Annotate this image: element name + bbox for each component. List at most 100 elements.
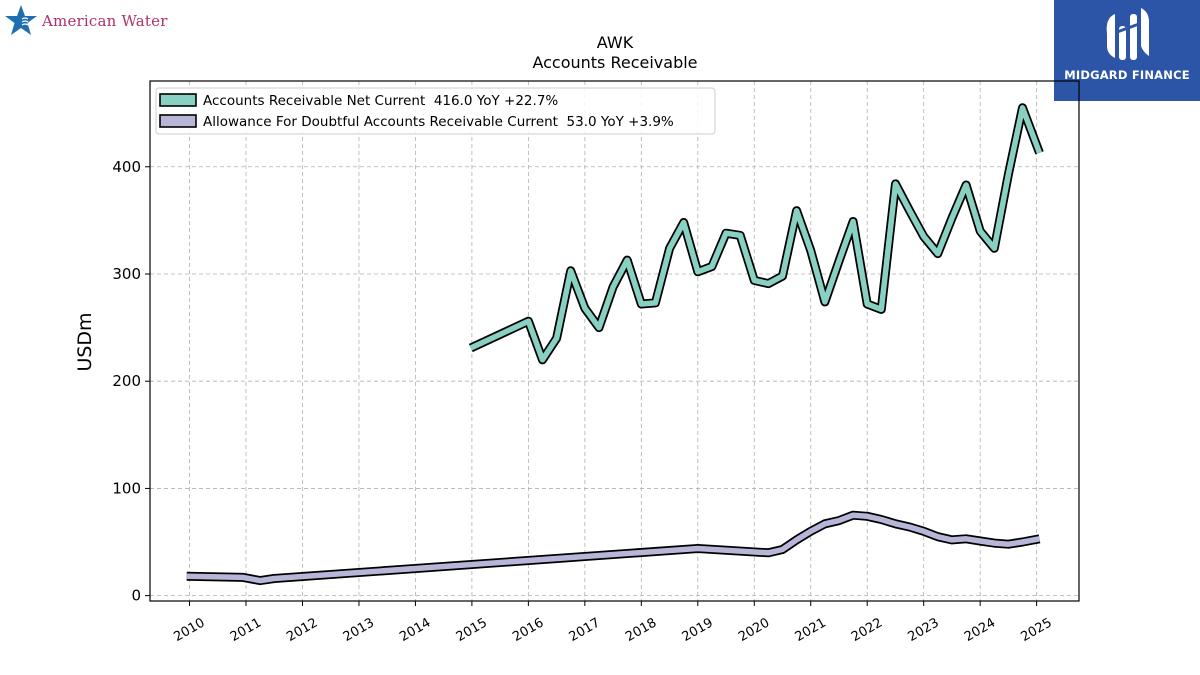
data-point bbox=[937, 536, 938, 537]
american-water-logo-text: American Water bbox=[42, 12, 168, 30]
data-point bbox=[655, 302, 656, 303]
legend-swatch bbox=[159, 114, 197, 128]
data-point bbox=[923, 236, 924, 237]
chart-title: AWK bbox=[597, 33, 634, 52]
y-tick-label: 400 bbox=[112, 158, 141, 176]
y-tick-label: 300 bbox=[112, 265, 141, 283]
data-point bbox=[570, 270, 571, 271]
legend-label: Accounts Receivable Net Current 416.0 Yo… bbox=[203, 93, 558, 109]
y-tick-label: 0 bbox=[131, 587, 141, 605]
data-point bbox=[1039, 538, 1040, 539]
data-point bbox=[951, 539, 952, 540]
x-tick-label: 2012 bbox=[284, 615, 320, 645]
data-point bbox=[909, 527, 910, 528]
x-tick-label: 2014 bbox=[397, 615, 433, 645]
data-point bbox=[796, 539, 797, 540]
data-point bbox=[909, 210, 910, 211]
x-tick-label: 2024 bbox=[962, 615, 998, 645]
data-point bbox=[726, 233, 727, 234]
data-point bbox=[824, 301, 825, 302]
data-point bbox=[697, 548, 698, 549]
data-point bbox=[1022, 542, 1023, 543]
legend-box bbox=[155, 87, 716, 135]
x-tick-label: 2019 bbox=[680, 615, 716, 645]
american-water-logo: American Water bbox=[4, 4, 168, 38]
series-line-0 bbox=[469, 105, 1043, 363]
data-point bbox=[810, 531, 811, 532]
midgard-emblem-icon bbox=[1106, 8, 1149, 60]
data-point bbox=[711, 266, 712, 267]
data-point bbox=[243, 577, 244, 578]
data-point bbox=[542, 359, 543, 360]
legend: Accounts Receivable Net Current 416.0 Yo… bbox=[155, 87, 716, 135]
data-point bbox=[768, 552, 769, 553]
data-point bbox=[853, 515, 854, 516]
data-point bbox=[584, 308, 585, 309]
data-point bbox=[613, 286, 614, 287]
data-point bbox=[966, 185, 967, 186]
grid bbox=[150, 81, 1079, 601]
legend-swatch bbox=[159, 93, 197, 107]
x-tick-label: 2018 bbox=[623, 615, 659, 645]
data-point bbox=[1022, 107, 1023, 108]
data-point bbox=[881, 309, 882, 310]
data-point bbox=[782, 549, 783, 550]
data-point bbox=[186, 576, 187, 577]
data-point bbox=[937, 253, 938, 254]
data-point bbox=[274, 578, 275, 579]
data-point bbox=[867, 516, 868, 517]
data-point bbox=[923, 531, 924, 532]
x-tick-label: 2013 bbox=[341, 615, 377, 645]
series-line-1 bbox=[186, 512, 1041, 584]
x-tick-label: 2017 bbox=[567, 615, 603, 645]
data-point bbox=[528, 321, 529, 322]
data-point bbox=[796, 210, 797, 211]
data-point bbox=[980, 231, 981, 232]
data-point bbox=[810, 250, 811, 251]
data-point bbox=[1039, 152, 1040, 153]
data-point bbox=[895, 523, 896, 524]
x-tick-label: 2022 bbox=[849, 615, 885, 645]
data-point bbox=[867, 304, 868, 305]
data-point bbox=[697, 271, 698, 272]
data-point bbox=[641, 304, 642, 305]
x-axis: 2010 2011 2012 2013 2014 2015 2016 2017 2018 2019… bbox=[171, 601, 1055, 645]
data-point bbox=[1008, 174, 1009, 175]
series-layer bbox=[186, 103, 1044, 586]
x-tick-label: 2021 bbox=[793, 615, 829, 645]
x-tick-label: 2020 bbox=[736, 615, 772, 645]
y-tick-label: 200 bbox=[112, 372, 141, 390]
chart-subtitle: Accounts Receivable bbox=[532, 53, 697, 72]
data-point bbox=[627, 260, 628, 261]
y-tick-label: 100 bbox=[112, 479, 141, 497]
plot-frame bbox=[149, 80, 1080, 602]
data-point bbox=[994, 248, 995, 249]
data-point bbox=[966, 538, 967, 539]
data-point bbox=[838, 261, 839, 262]
x-tick-label: 2023 bbox=[906, 615, 942, 645]
data-point bbox=[782, 276, 783, 277]
midgard-finance-logo-text: MIDGARD FINANCE bbox=[1064, 68, 1190, 82]
data-point bbox=[669, 248, 670, 249]
x-tick-label: 2011 bbox=[228, 615, 264, 645]
data-point bbox=[470, 347, 471, 348]
data-point bbox=[853, 221, 854, 222]
data-point bbox=[994, 543, 995, 544]
data-point bbox=[683, 222, 684, 223]
data-point bbox=[740, 235, 741, 236]
data-point bbox=[980, 540, 981, 541]
x-tick-label: 2016 bbox=[510, 615, 546, 645]
data-point bbox=[824, 523, 825, 524]
data-point bbox=[768, 283, 769, 284]
midgard-finance-logo: MIDGARD FINANCE bbox=[1054, 0, 1200, 101]
y-axis: 0 100 200 300 400 bbox=[112, 158, 150, 605]
data-point bbox=[1008, 544, 1009, 545]
x-tick-label: 2010 bbox=[171, 615, 207, 645]
data-point bbox=[951, 218, 952, 219]
star-icon bbox=[5, 5, 37, 35]
series-outline-0 bbox=[468, 103, 1044, 365]
data-point bbox=[556, 338, 557, 339]
data-point bbox=[598, 327, 599, 328]
data-point bbox=[838, 520, 839, 521]
